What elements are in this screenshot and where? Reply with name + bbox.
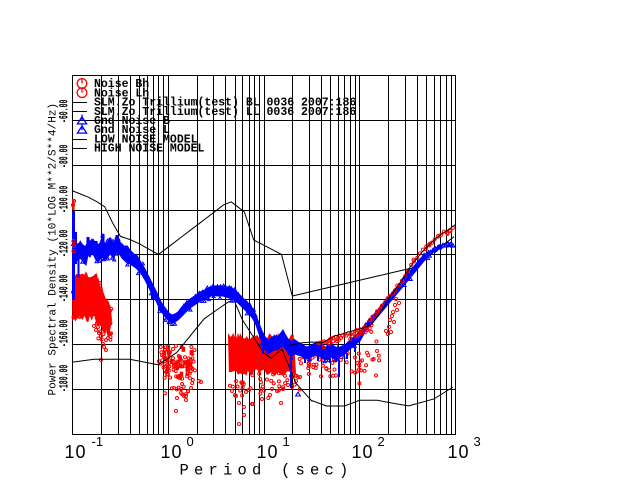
svg-text:SLM.Zo Trillium(test) BL 0036: SLM.Zo Trillium(test) BL 0036 2007:186 <box>94 97 356 110</box>
svg-text:Period (sec): Period (sec) <box>180 462 354 480</box>
svg-text:10: 10 <box>161 442 183 462</box>
svg-text:10: 10 <box>352 442 374 462</box>
svg-text:-100.00: -100.00 <box>57 186 72 213</box>
svg-text:Power Spectral Density (10*LOG: Power Spectral Density (10*LOG M**2/S**4… <box>48 103 60 396</box>
svg-text:Noise Lh: Noise Lh <box>94 87 149 100</box>
svg-text:0: 0 <box>187 434 194 449</box>
svg-text:-1: -1 <box>92 434 104 449</box>
svg-text:Noise Bh: Noise Bh <box>94 78 149 91</box>
svg-text:-160.00: -160.00 <box>57 320 72 347</box>
svg-text:2: 2 <box>378 434 385 449</box>
svg-text:3: 3 <box>474 434 481 449</box>
svg-text:SLM.Zo Trillium(test) LL 0036: SLM.Zo Trillium(test) LL 0036 2007:186 <box>94 106 356 119</box>
svg-text:-60.00: -60.00 <box>57 100 72 123</box>
svg-text:10: 10 <box>448 442 470 462</box>
svg-text:Gnd Noise L: Gnd Noise L <box>94 124 170 137</box>
svg-text:-120.00: -120.00 <box>57 230 72 257</box>
svg-text:10: 10 <box>65 442 87 462</box>
svg-text:HIGH NOISE MODEL: HIGH NOISE MODEL <box>94 143 205 156</box>
svg-text:-180.00: -180.00 <box>57 365 72 392</box>
svg-text:-140.00: -140.00 <box>57 275 72 302</box>
svg-text:LOW NOISE MODEL: LOW NOISE MODEL <box>94 133 198 146</box>
svg-text:Gnd Noise B: Gnd Noise B <box>94 115 170 128</box>
svg-text:10: 10 <box>257 442 279 462</box>
svg-text:-80.00: -80.00 <box>57 145 72 168</box>
svg-text:1: 1 <box>283 434 290 449</box>
